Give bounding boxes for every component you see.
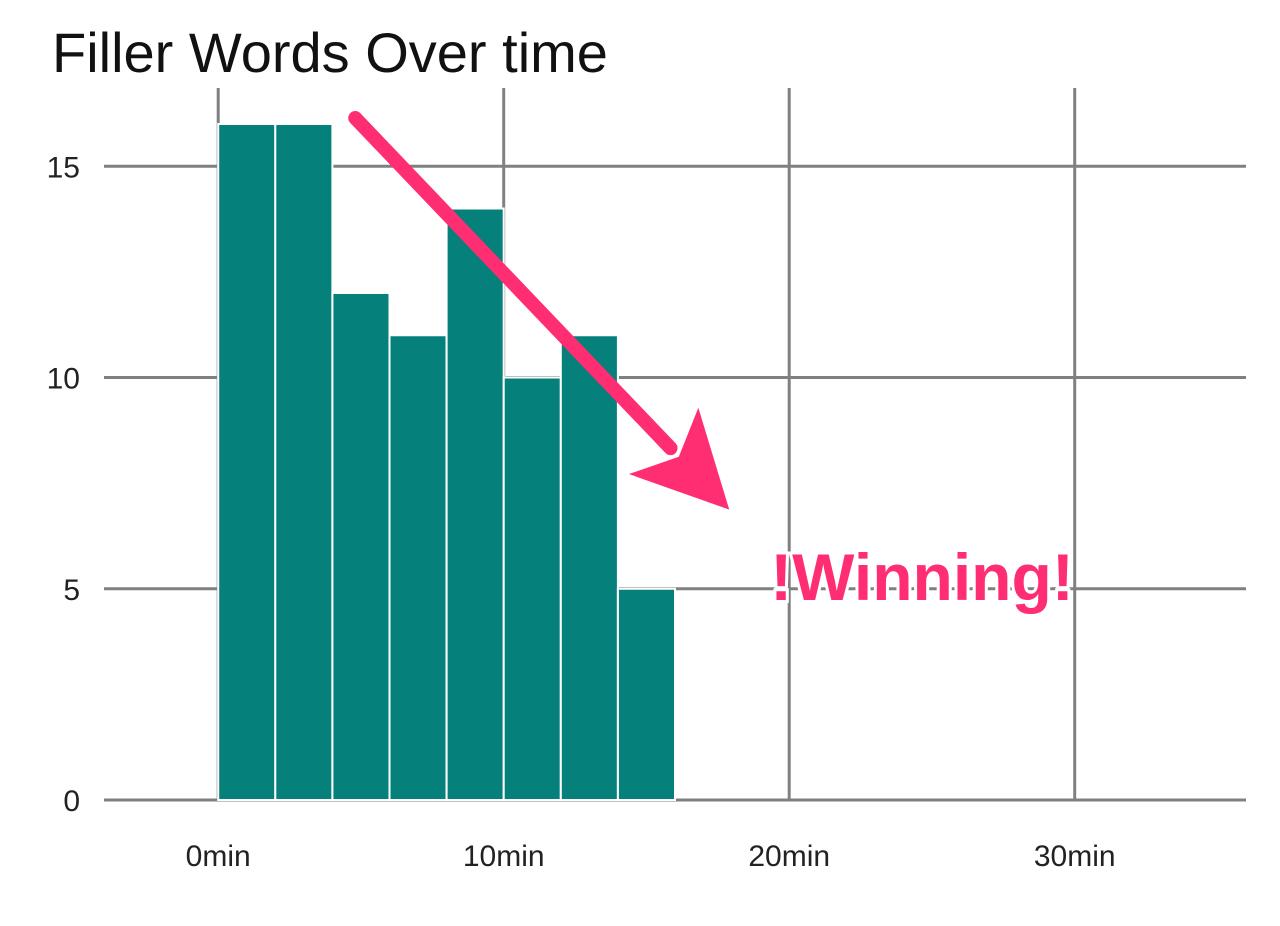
winning-annotation: !Winning! [770, 540, 1074, 614]
bar-6 [559, 334, 619, 801]
bar-2 [331, 292, 391, 801]
bar-3 [388, 334, 448, 801]
bar-5 [502, 376, 562, 801]
x-tick-label-10: 10min [463, 840, 545, 873]
bar-7 [616, 587, 677, 801]
x-tick-label-30: 30min [1034, 840, 1116, 873]
arrow-head [628, 407, 730, 510]
arrow-shaft [348, 111, 678, 456]
y-tick-label-5: 5 [63, 574, 80, 607]
chart-title: Filler Words Over time [52, 21, 608, 84]
x-tick-label-0: 0min [186, 840, 251, 873]
x-tick-label-20: 20min [748, 840, 830, 873]
bars-layer [217, 123, 677, 801]
y-tick-label-15: 15 [47, 151, 80, 184]
tick-labels: 0 5 10 15 0min 10min 20min 30min [47, 151, 1116, 873]
y-tick-label-10: 10 [47, 363, 80, 396]
bar-0 [217, 123, 277, 801]
y-tick-label-0: 0 [63, 785, 80, 818]
bar-4 [445, 207, 505, 801]
trend-arrow [348, 111, 730, 510]
bar-1 [274, 123, 334, 801]
